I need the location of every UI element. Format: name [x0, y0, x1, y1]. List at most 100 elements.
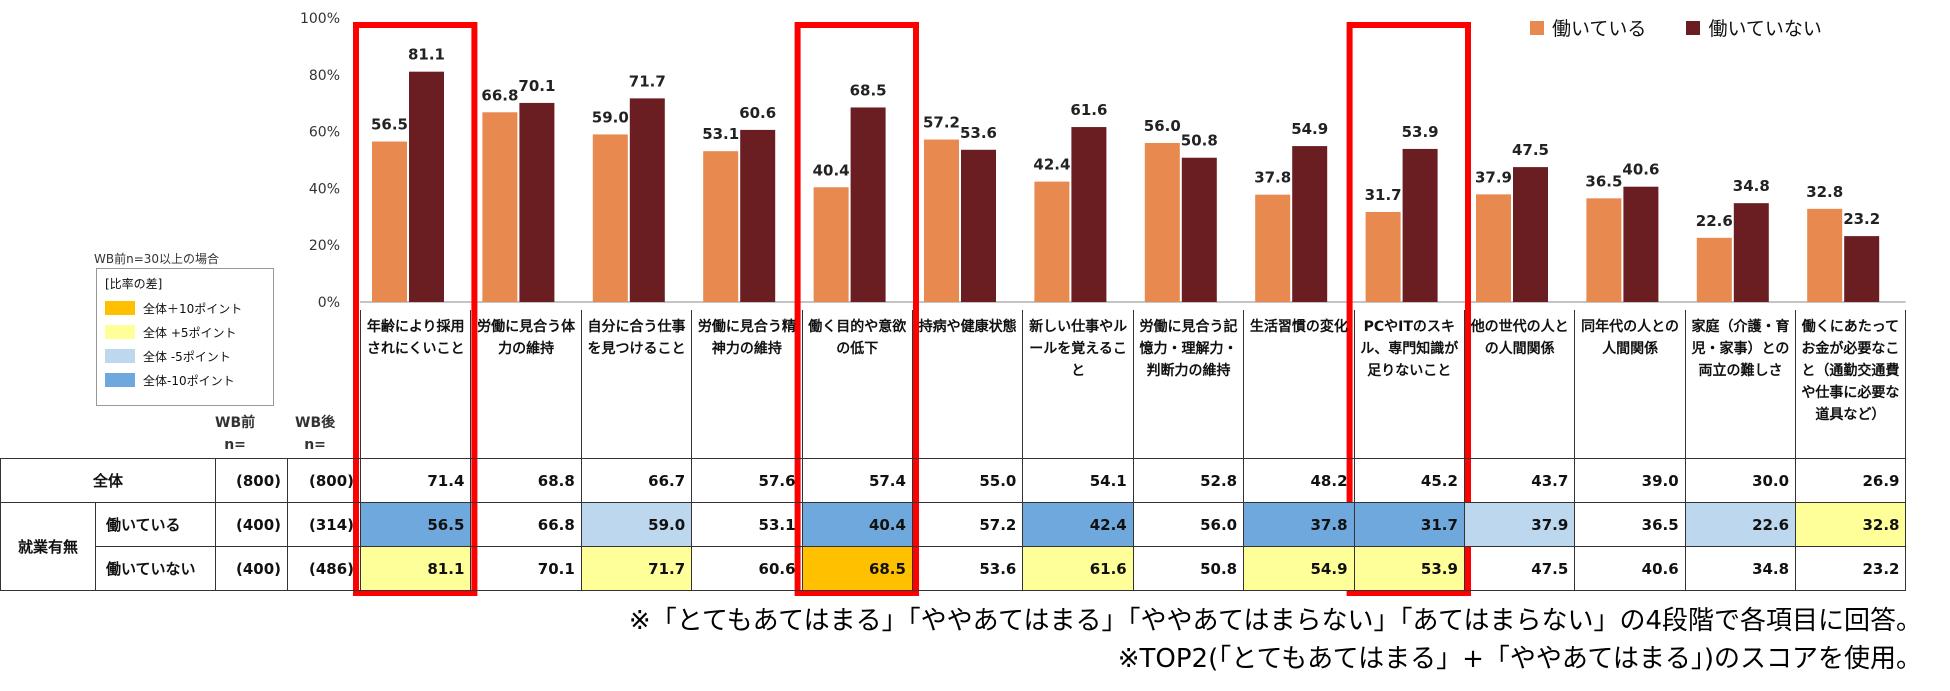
table-cell: 71.4: [359, 458, 472, 503]
legend-note: WB前n=30以上の場合: [94, 252, 220, 266]
table-cell: 53.1: [691, 502, 803, 547]
bar-not-working: [409, 71, 444, 303]
data-label: 53.1: [702, 125, 739, 143]
table-cell: 53.6: [911, 546, 1024, 591]
table-cell: 55.0: [911, 458, 1024, 503]
data-label: 66.8: [481, 86, 518, 104]
wb-after-n: (486): [287, 546, 361, 591]
header-wb-after: WB後 n=: [295, 412, 335, 456]
y-tick-label: 80%: [309, 68, 340, 84]
data-label: 56.0: [1144, 117, 1181, 135]
bar-working: [482, 112, 518, 303]
category-label: PCやITのスキル、専門知識が足りないこと: [1353, 310, 1464, 460]
bar-not-working: [740, 129, 776, 302]
y-tick-label: 100%: [300, 11, 340, 27]
data-label: 53.9: [1402, 123, 1439, 141]
category-label: 同年代の人との人間関係: [1574, 310, 1684, 460]
table-cell: 30.0: [1684, 458, 1797, 503]
table-cell: 52.8: [1132, 458, 1245, 503]
bar-not-working: [1844, 236, 1880, 302]
difference-legend-item: 全体-10ポイント: [105, 368, 265, 392]
table-row-working: 就業有無 働いている (400) (314) 56.5 66.8 59.0 53.1 4…: [0, 502, 1907, 591]
data-label: 61.6: [1070, 101, 1107, 119]
table-cell: 54.9: [1243, 546, 1355, 591]
table-cell: 61.6: [1022, 546, 1134, 591]
bar-not-working: [1513, 167, 1548, 302]
table-cell: 57.4: [801, 458, 913, 503]
highlight-frame: [1346, 22, 1471, 596]
category-label: 働く目的や意欲の低下: [801, 310, 912, 460]
data-label: 57.2: [923, 114, 960, 132]
difference-swatch: [105, 373, 135, 387]
bar-not-working: [629, 98, 665, 302]
header-wb-before-label: WB前: [215, 415, 256, 431]
difference-legend-item: 全体＋10ポイント: [105, 296, 265, 320]
data-label: 47.5: [1512, 141, 1549, 159]
table-cell: 56.5: [359, 502, 472, 547]
bar-working: [1807, 208, 1843, 302]
table-cell: 81.1: [359, 546, 472, 591]
bar-not-working: [519, 102, 555, 302]
table-cell: 31.7: [1353, 502, 1465, 547]
data-label: 22.6: [1696, 212, 1733, 230]
bar-not-working: [1733, 203, 1769, 302]
category-label: 自分に合う仕事を見つけること: [580, 310, 691, 460]
y-tick-label: 40%: [309, 181, 340, 197]
table-cell: 43.7: [1463, 458, 1576, 503]
table-cell: 66.8: [470, 502, 582, 547]
y-tick-label: 60%: [309, 125, 340, 141]
bar-working: [1034, 181, 1070, 302]
bar-not-working: [1071, 127, 1107, 302]
data-label: 60.6: [739, 104, 776, 122]
category-labels: 年齢により採用されにくいこと 労働に見合う体力の維持 自分に合う仕事を見つけること労…: [360, 310, 1906, 460]
bar-working: [1144, 142, 1180, 302]
data-label: 36.5: [1585, 172, 1622, 190]
table-cell: 48.2: [1243, 458, 1355, 503]
data-label: 68.5: [850, 81, 887, 99]
table-cell: 57.2: [911, 502, 1024, 547]
data-label: 53.6: [960, 124, 997, 142]
category-label: 年齢により採用されにくいこと: [360, 310, 470, 460]
data-label: 31.7: [1365, 186, 1402, 204]
wb-after-n: (314): [287, 502, 361, 547]
wb-before-n: (400): [215, 502, 288, 547]
difference-legend-item: 全体 +5ポイント: [105, 320, 265, 344]
table-cell: 54.1: [1022, 458, 1134, 503]
y-tick-label: 20%: [309, 238, 340, 254]
group-label: 就業有無: [0, 502, 96, 591]
difference-swatch: [105, 325, 135, 339]
bar-not-working: [850, 107, 886, 303]
table-row-not-working: 働いていない (400) (486) 81.1 70.1 71.7 60.6 68.5 5…: [1, 546, 1907, 591]
bar-working: [1255, 194, 1291, 302]
category-label: 労働に見合う体力の維持: [470, 310, 580, 460]
highlight-frame: [794, 22, 919, 596]
row-label: 働いている: [95, 502, 216, 547]
data-label: 70.1: [518, 77, 555, 95]
table-cell: 59.0: [580, 502, 693, 547]
data-label: 23.2: [1843, 210, 1880, 228]
difference-legend-title: [比率の差]: [105, 277, 163, 291]
category-label: 他の世代の人との人間関係: [1464, 310, 1574, 460]
difference-swatch: [105, 301, 135, 315]
table-cell: 68.5: [801, 546, 913, 591]
bar-not-working: [1623, 186, 1659, 302]
legend-label-not-working: 働いていない: [1708, 18, 1822, 40]
table-cell: 23.2: [1795, 546, 1907, 591]
category-label: 持病や健康状態: [912, 310, 1022, 460]
bar-not-working: [1181, 157, 1217, 302]
bar-working: [1476, 194, 1511, 302]
data-label: 42.4: [1033, 156, 1070, 174]
bar-working: [372, 141, 407, 302]
table-cell: 26.9: [1795, 458, 1907, 503]
table-cell: 70.1: [470, 546, 582, 591]
table-cell: 37.9: [1463, 502, 1576, 547]
bar-working: [703, 151, 739, 302]
difference-legend-label: 全体-10ポイント: [143, 373, 235, 388]
category-label: 生活習慣の変化: [1243, 310, 1353, 460]
table-cell: 42.4: [1022, 502, 1134, 547]
bar-working: [1586, 198, 1622, 302]
category-label: 新しい仕事やルールを覚えること: [1022, 310, 1132, 460]
table-cell: 22.6: [1684, 502, 1797, 547]
header-wb-after-n: n=: [304, 437, 326, 453]
